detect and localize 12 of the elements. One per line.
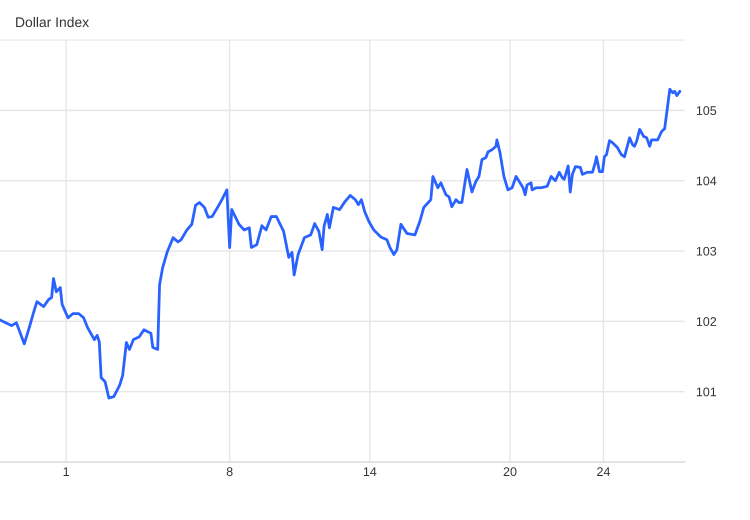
y-tick-label: 102: [696, 317, 716, 326]
y-tick-label: 101: [696, 387, 716, 396]
chart-title: Dollar Index: [16, 16, 89, 28]
x-tick-label: 14: [364, 467, 376, 476]
x-tick-label: 20: [504, 467, 516, 476]
x-tick-label: 8: [226, 467, 233, 476]
y-tick-label: 105: [696, 106, 716, 116]
x-tick-label: 24: [597, 467, 610, 476]
x-tick-label: 1: [64, 467, 69, 476]
line-series: [0, 88, 682, 400]
y-tick-label: 103: [696, 246, 716, 256]
y-tick-label: 104: [696, 176, 716, 186]
